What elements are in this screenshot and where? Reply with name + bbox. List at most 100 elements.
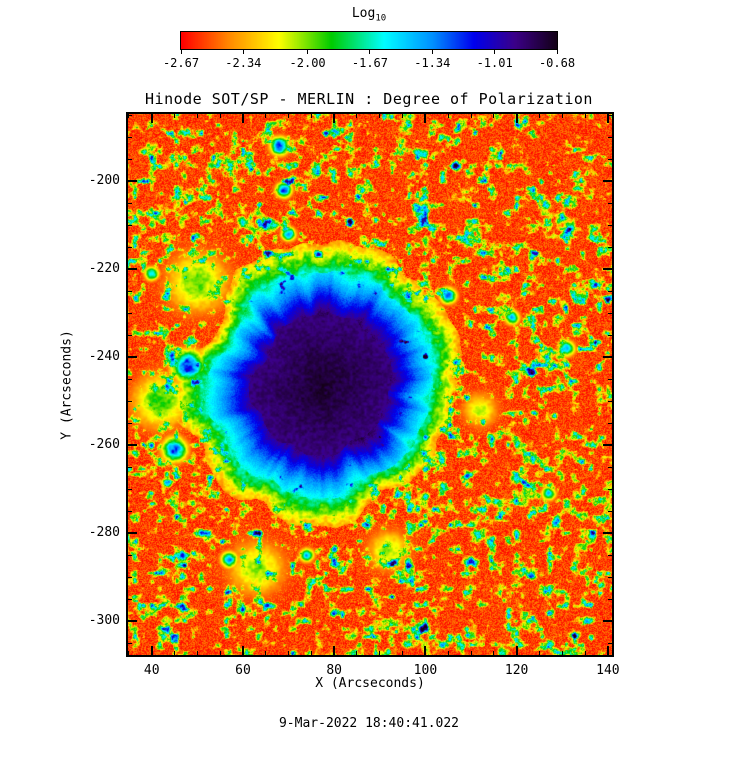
x-major-tick: [150, 646, 153, 655]
plot-title: Hinode SOT/SP - MERLIN : Degree of Polar…: [145, 90, 593, 108]
y-minor-tick: [128, 246, 132, 248]
y-tick-label: -200: [88, 173, 120, 189]
x-minor-tick: [561, 651, 563, 655]
x-major-tick: [424, 114, 427, 123]
x-tick-label: 80: [326, 663, 343, 678]
y-major-tick: [128, 180, 137, 183]
y-minor-tick: [608, 224, 612, 226]
x-minor-tick: [219, 651, 221, 655]
y-minor-tick: [128, 334, 132, 336]
y-minor-tick: [128, 114, 132, 116]
y-major-tick: [603, 620, 612, 623]
x-minor-tick: [538, 114, 540, 118]
y-minor-tick: [608, 510, 612, 512]
y-minor-tick: [128, 202, 132, 204]
x-major-tick: [606, 646, 609, 655]
x-minor-tick: [288, 651, 290, 655]
y-minor-tick: [128, 158, 132, 160]
y-minor-tick: [608, 378, 612, 380]
y-tick-label: -240: [88, 349, 120, 365]
x-minor-tick: [265, 651, 267, 655]
x-major-tick: [606, 114, 609, 123]
x-minor-tick: [584, 114, 586, 118]
y-minor-tick: [608, 598, 612, 600]
x-minor-tick: [493, 651, 495, 655]
colorbar-tick: [307, 49, 309, 54]
x-minor-tick: [538, 651, 540, 655]
x-minor-tick: [379, 651, 381, 655]
y-minor-tick: [128, 224, 132, 226]
y-major-tick: [128, 268, 137, 271]
x-minor-tick: [402, 114, 404, 118]
colorbar-scale-label-text: Log: [351, 6, 376, 21]
y-minor-tick: [128, 290, 132, 292]
x-minor-tick: [174, 651, 176, 655]
y-major-tick: [128, 356, 137, 359]
y-minor-tick: [608, 466, 612, 468]
y-major-tick: [128, 620, 137, 623]
plot-area: 40 60 80 100 120 140 -200 -220 -240 -260 -280 -300: [89, 112, 620, 678]
colorbar-tick: [369, 49, 371, 54]
y-minor-tick: [608, 488, 612, 490]
y-minor-tick: [608, 290, 612, 292]
x-minor-tick: [447, 114, 449, 118]
y-minor-tick: [608, 400, 612, 402]
y-minor-tick: [608, 158, 612, 160]
colorbar: [180, 31, 558, 50]
x-major-tick: [424, 646, 427, 655]
y-major-tick: [603, 356, 612, 359]
x-tick-label: 40: [143, 663, 160, 678]
x-minor-tick: [470, 114, 472, 118]
colorbar-tick-label: -1.67: [351, 56, 388, 70]
y-major-tick: [603, 532, 612, 535]
colorbar-tick: [494, 49, 496, 54]
x-tick-label: 100: [413, 663, 438, 678]
colorbar-tick: [431, 49, 433, 54]
x-minor-tick: [174, 114, 176, 118]
colorbar-scale-label-sub: 10: [375, 13, 387, 24]
y-minor-tick: [608, 246, 612, 248]
colorbar-tick-label: -1.34: [414, 56, 451, 70]
x-major-tick: [241, 114, 244, 123]
x-minor-tick: [379, 114, 381, 118]
y-minor-tick: [128, 422, 132, 424]
y-minor-tick: [608, 554, 612, 556]
x-major-tick: [515, 646, 518, 655]
x-major-tick: [150, 114, 153, 123]
y-axis-label: Y (Arcseconds): [59, 330, 75, 440]
heatmap-canvas: [128, 114, 612, 655]
x-minor-tick: [196, 651, 198, 655]
x-major-tick: [333, 646, 336, 655]
x-major-tick: [515, 114, 518, 123]
y-minor-tick: [128, 510, 132, 512]
y-minor-tick: [128, 136, 132, 138]
y-tick-label: -220: [88, 261, 120, 277]
x-minor-tick: [584, 651, 586, 655]
x-minor-tick: [310, 114, 312, 118]
x-minor-tick: [265, 114, 267, 118]
y-major-tick: [128, 444, 137, 447]
colorbar-scale-label: Log10: [180, 6, 558, 24]
y-minor-tick: [128, 466, 132, 468]
y-minor-tick: [128, 488, 132, 490]
y-minor-tick: [128, 400, 132, 402]
y-tick-label: -300: [88, 613, 120, 629]
x-minor-tick: [128, 114, 130, 118]
x-minor-tick: [447, 651, 449, 655]
x-axis-label: X (Arcseconds): [315, 676, 425, 691]
y-major-tick: [603, 180, 612, 183]
y-minor-tick: [608, 576, 612, 578]
x-minor-tick: [356, 114, 358, 118]
y-tick-label: -260: [88, 437, 120, 453]
y-minor-tick: [608, 642, 612, 644]
y-minor-tick: [608, 202, 612, 204]
x-tick-label: 140: [596, 663, 620, 678]
y-minor-tick: [128, 312, 132, 314]
x-minor-tick: [402, 651, 404, 655]
colorbar-tick: [556, 49, 558, 54]
colorbar-tick: [180, 49, 182, 54]
y-major-tick: [603, 268, 612, 271]
x-tick-label: 120: [504, 663, 529, 678]
colorbar-tick-label: -1.01: [476, 56, 513, 70]
